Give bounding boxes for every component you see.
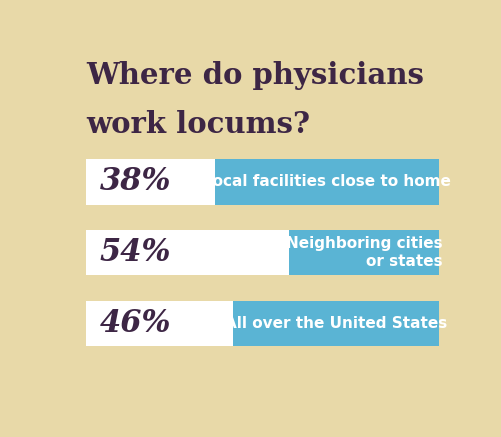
FancyBboxPatch shape [215, 159, 439, 205]
FancyBboxPatch shape [289, 230, 439, 275]
FancyBboxPatch shape [86, 230, 439, 275]
Text: Neighboring cities
or states: Neighboring cities or states [286, 236, 442, 270]
FancyBboxPatch shape [86, 301, 439, 346]
Text: work locums?: work locums? [86, 110, 310, 139]
FancyBboxPatch shape [86, 159, 439, 205]
Text: All over the United States: All over the United States [225, 316, 447, 331]
Text: Where do physicians: Where do physicians [86, 61, 424, 90]
Text: Local facilities close to home: Local facilities close to home [203, 174, 451, 190]
Text: 46%: 46% [100, 308, 171, 339]
Text: 38%: 38% [100, 166, 171, 198]
FancyBboxPatch shape [232, 301, 439, 346]
Text: 54%: 54% [100, 237, 171, 268]
